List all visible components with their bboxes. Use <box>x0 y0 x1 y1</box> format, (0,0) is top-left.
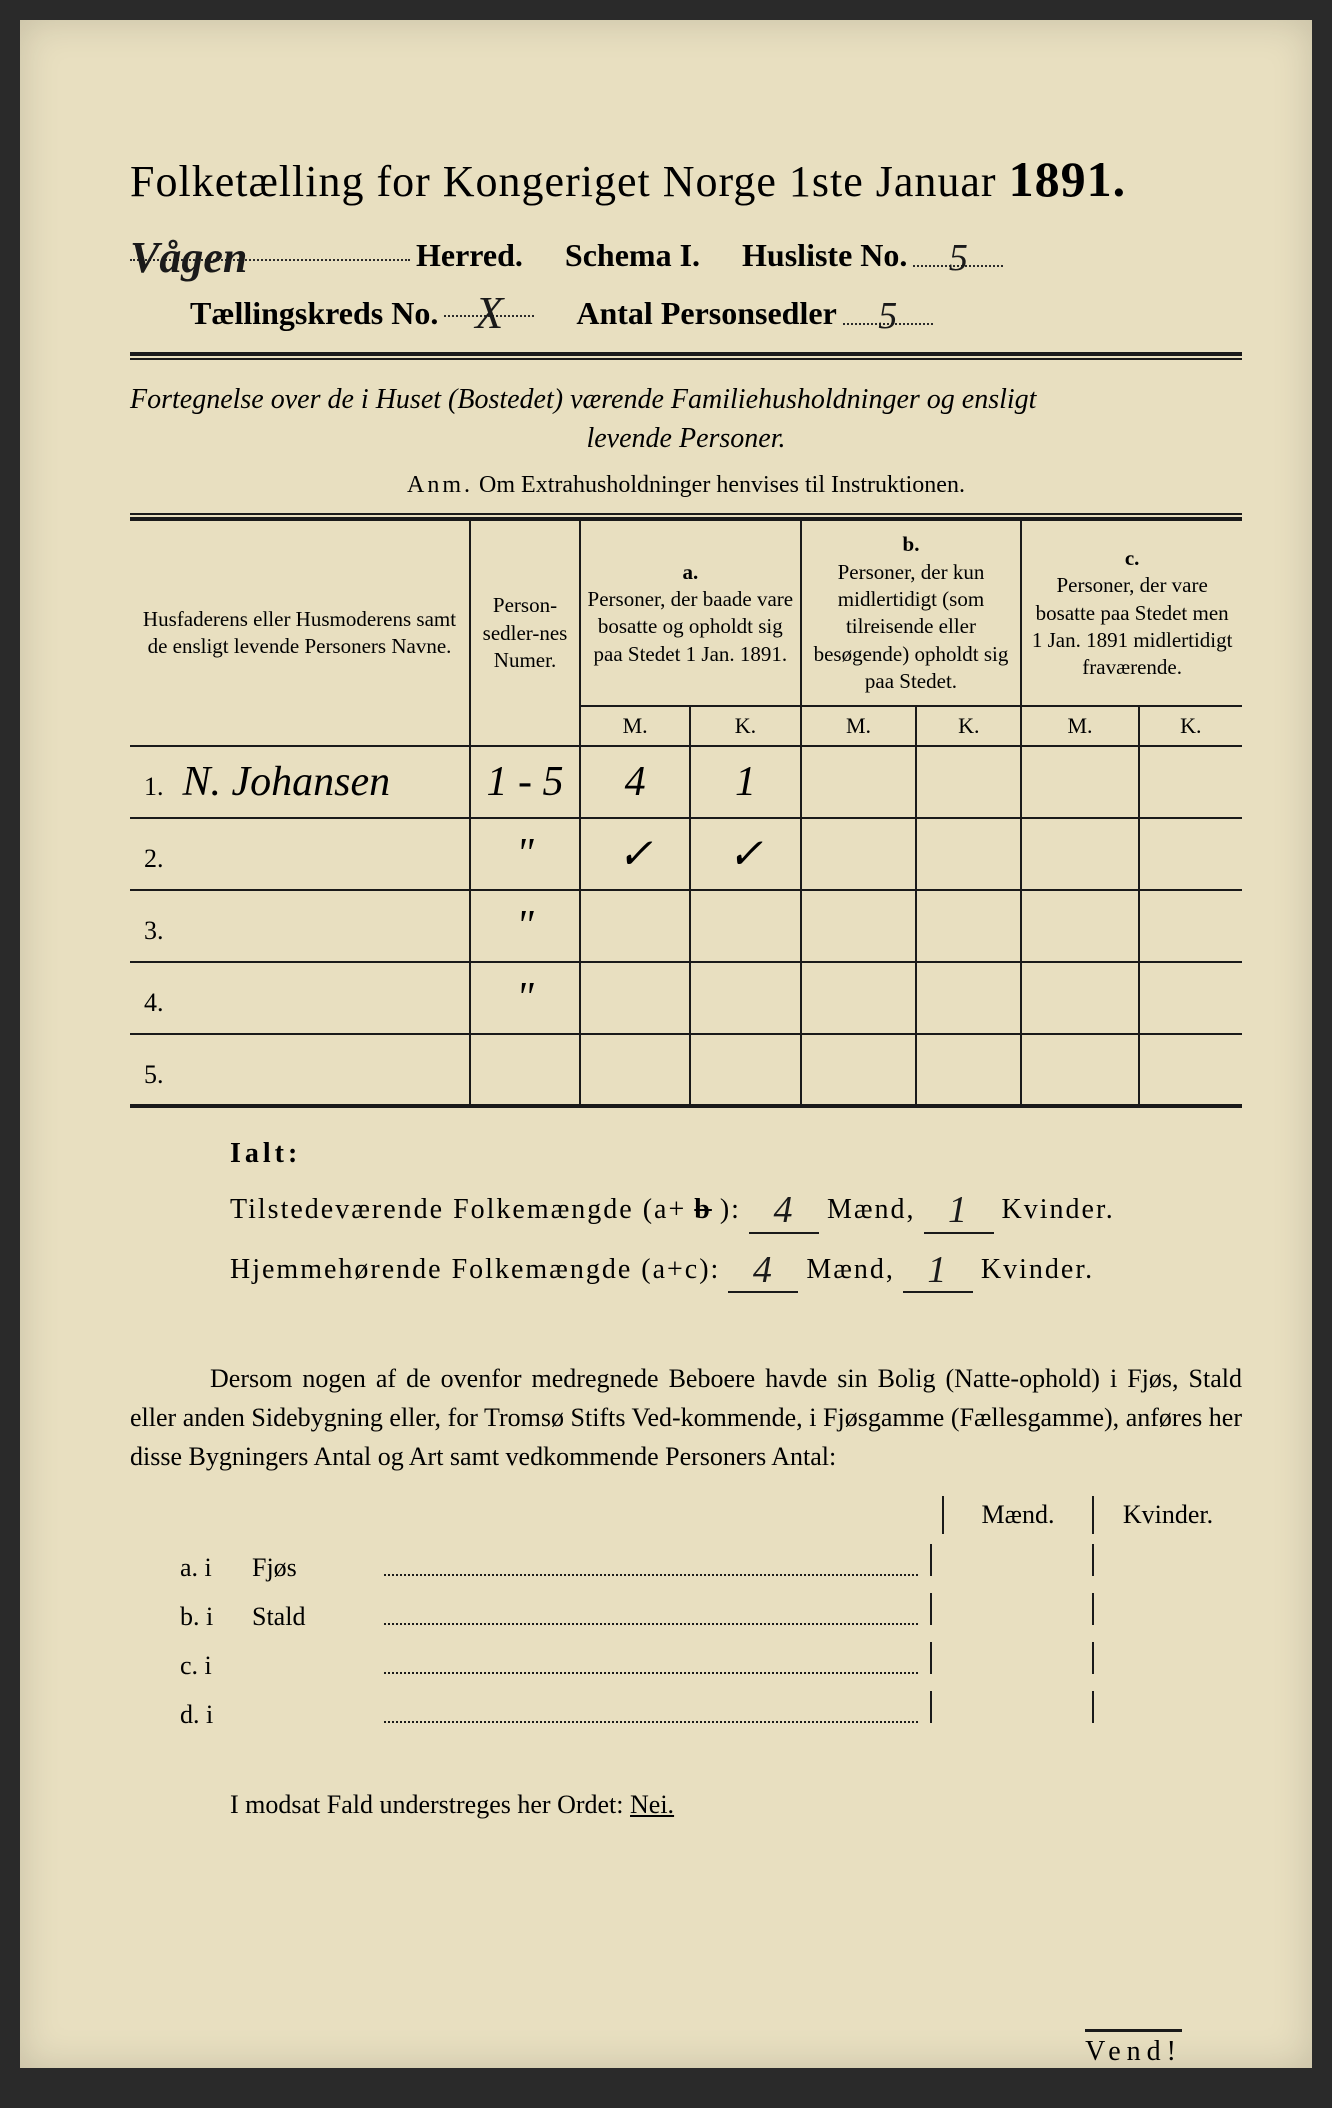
husliste-value: 5 <box>949 237 968 279</box>
outbuilding-table: Mænd. Kvinder. a. i Fjøs b. i Stald c. i… <box>130 1496 1242 1730</box>
antal-field: 5 <box>843 290 933 325</box>
mk-header: K. <box>1139 706 1242 746</box>
kreds-label: Tællingskreds No. <box>190 295 438 332</box>
col-a-header: a. Personer, der baade vare bosatte og o… <box>580 521 801 706</box>
mk-header: M. <box>580 706 690 746</box>
page-title: Folketælling for Kongeriget Norge 1ste J… <box>130 150 1242 208</box>
resident-m: 4 <box>728 1248 798 1294</box>
title-year: 1891. <box>1009 151 1127 207</box>
anm-prefix: Anm. <box>407 472 473 498</box>
mk-header: K. <box>690 706 800 746</box>
title-prefix: Folketælling for Kongeriget Norge 1ste J… <box>130 157 997 206</box>
herred-field: Vågen <box>130 226 410 261</box>
col-b-header: b. Personer, der kun midlertidigt (som t… <box>801 521 1022 706</box>
kvinder-header: Kvinder. <box>1092 1496 1242 1534</box>
col-c-header: c. Personer, der vare bosatte paa Stedet… <box>1021 521 1242 706</box>
total-present: Tilstedeværende Folkemængde (a+b): 4 Mæn… <box>230 1184 1242 1230</box>
herred-value: Vågen <box>130 233 247 282</box>
col-names-header: Husfaderens eller Husmoderens samt de en… <box>130 521 470 746</box>
header-row-2: Tællingskreds No. X Antal Personsedler 5 <box>190 282 1242 332</box>
vend-label: Vend! <box>1085 2029 1182 2068</box>
final-line: I modsat Fald understreges her Ordet: Ne… <box>230 1790 1242 1820</box>
outbuilding-row: b. i Stald <box>130 1593 1242 1632</box>
total-resident: Hjemmehørende Folkemængde (a+c): 4 Mænd,… <box>230 1244 1242 1290</box>
col-numer-header: Person-sedler-nes Numer. <box>470 521 580 746</box>
nei-word: Nei. <box>630 1790 674 1819</box>
subtitle-line2: levende Personer. <box>130 419 1242 458</box>
husliste-label: Husliste No. <box>742 237 907 274</box>
divider <box>130 352 1242 356</box>
divider <box>130 358 1242 360</box>
mk-header: M. <box>801 706 917 746</box>
annotation: Anm. Om Extrahusholdninger henvises til … <box>190 472 1182 499</box>
content-area: Folketælling for Kongeriget Norge 1ste J… <box>130 150 1242 2108</box>
header-row-1: Vågen Herred. Schema I. Husliste No. 5 <box>130 226 1242 274</box>
kreds-field: X <box>444 282 534 317</box>
mk-header: K. <box>916 706 1021 746</box>
anm-text: Om Extrahusholdninger henvises til Instr… <box>479 472 965 498</box>
kreds-value: X <box>475 287 503 338</box>
maend-header: Mænd. <box>942 1496 1092 1534</box>
outbuilding-row: c. i <box>130 1642 1242 1681</box>
resident-k: 1 <box>903 1248 973 1294</box>
present-m: 4 <box>749 1188 819 1234</box>
outbuilding-paragraph: Dersom nogen af de ovenfor medregnede Be… <box>130 1359 1242 1476</box>
subtitle-line1: Fortegnelse over de i Huset (Bostedet) v… <box>130 380 1242 419</box>
herred-label: Herred. <box>416 237 523 274</box>
antal-label: Antal Personsedler <box>576 295 836 332</box>
ialt-label: Ialt: <box>230 1138 1242 1170</box>
table-row: 3. " <box>130 890 1242 962</box>
antal-value: 5 <box>878 295 897 337</box>
mk-header: M. <box>1021 706 1138 746</box>
table-row: 5. <box>130 1034 1242 1106</box>
present-k: 1 <box>924 1188 994 1234</box>
outbuilding-row: a. i Fjøs <box>130 1544 1242 1583</box>
divider <box>130 513 1242 515</box>
table-row: 4. " <box>130 962 1242 1034</box>
schema-label: Schema I. <box>565 237 700 274</box>
table-row: 2. " ✓ ✓ <box>130 818 1242 890</box>
outbuilding-header: Mænd. Kvinder. <box>130 1496 1242 1534</box>
subtitle: Fortegnelse over de i Huset (Bostedet) v… <box>130 380 1242 458</box>
table-header-letters: Husfaderens eller Husmoderens samt de en… <box>130 521 1242 706</box>
outbuilding-row: d. i <box>130 1691 1242 1730</box>
husliste-field: 5 <box>913 232 1003 267</box>
census-table: Husfaderens eller Husmoderens samt de en… <box>130 521 1242 1108</box>
table-row: 1. N. Johansen 1 - 5 4 1 <box>130 746 1242 818</box>
totals-section: Ialt: Tilstedeværende Folkemængde (a+b):… <box>230 1138 1242 1289</box>
census-page: Folketælling for Kongeriget Norge 1ste J… <box>20 20 1312 2068</box>
